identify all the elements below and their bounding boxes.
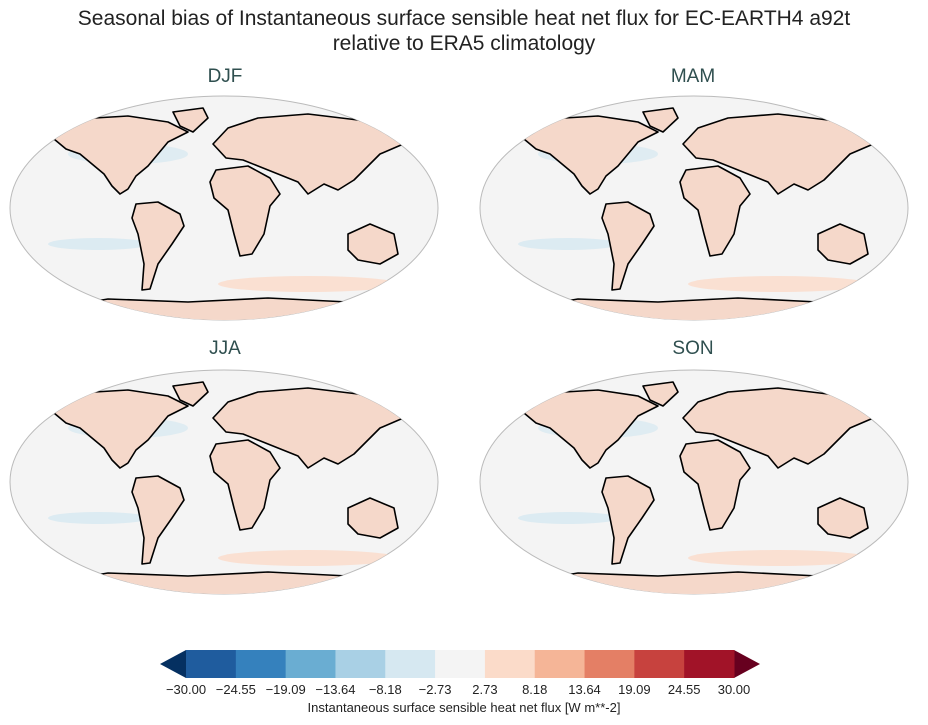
colorbar-tick-label: −8.18 [368, 682, 402, 697]
title-line-2: relative to ERA5 climatology [332, 32, 596, 55]
colorbar-segment [335, 650, 386, 678]
panel-title-jja: JJA [209, 338, 241, 359]
colorbar-tick-label: 2.73 [472, 682, 498, 697]
colorbar-segment [484, 650, 536, 678]
colorbar-segment [634, 650, 685, 678]
map-mam [478, 94, 910, 322]
figure-title: Seasonal bias of Instantaneous surface s… [0, 6, 928, 56]
colorbar-tick-label: 8.18 [522, 682, 548, 697]
panel-title-djf: DJF [207, 66, 243, 87]
colorbar-label: Instantaneous surface sensible heat net … [307, 700, 621, 715]
map-jja [8, 368, 440, 596]
colorbar-segment [534, 650, 586, 678]
colorbar-over-arrow [734, 650, 760, 678]
colorbar-segment [435, 650, 486, 678]
colorbar-segment [285, 650, 336, 678]
colorbar-tick-label: 19.09 [618, 682, 651, 697]
colorbar-under-arrow [160, 650, 186, 678]
panel-title-son: SON [672, 338, 714, 359]
colorbar-tick-label: −24.55 [215, 682, 256, 697]
colorbar-segment [684, 650, 735, 678]
colorbar-segment [186, 650, 237, 678]
colorbar-segment [235, 650, 287, 678]
colorbar-tick-label: −13.64 [315, 682, 356, 697]
colorbar-segment [584, 650, 635, 678]
colorbar-tick-label: −2.73 [418, 682, 452, 697]
map-son [478, 368, 910, 596]
colorbar-segment [385, 650, 436, 678]
colorbar-tick-label: 13.64 [568, 682, 601, 697]
map-djf [8, 94, 440, 322]
colorbar-tick-label: 24.55 [667, 682, 701, 697]
colorbar-tick-label: 30.00 [717, 682, 751, 697]
panel-title-mam: MAM [670, 66, 716, 87]
title-line-1: Seasonal bias of Instantaneous surface s… [77, 7, 851, 30]
colorbar-tick-label: −30.00 [165, 682, 207, 697]
colorbar-tick-label: −19.09 [265, 682, 306, 697]
colorbar [160, 650, 760, 678]
